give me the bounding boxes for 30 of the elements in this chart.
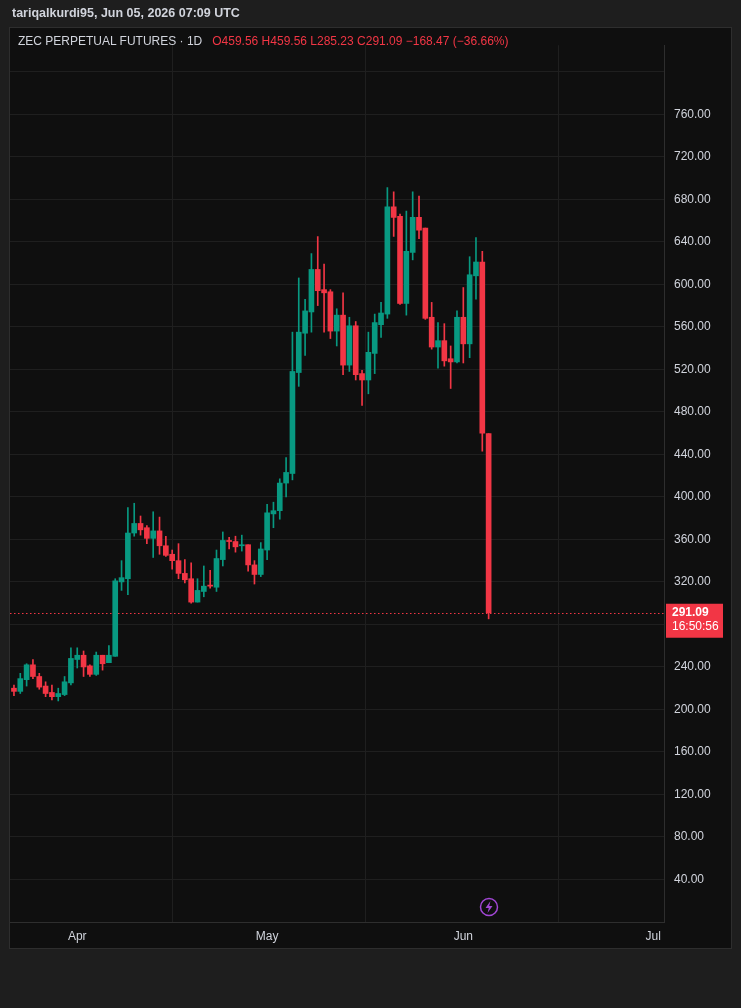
ref-line-label: 291.09	[672, 604, 710, 619]
y-tick-label: 200.00	[674, 701, 712, 716]
x-tick-label: Jul	[645, 928, 661, 943]
x-tick-label: May	[255, 928, 279, 943]
candlestick	[150, 511, 157, 558]
y-tick-label: 160.00	[674, 744, 712, 759]
y-tick-label: 360.00	[674, 531, 712, 546]
candlestick	[238, 534, 245, 552]
candlestick	[435, 322, 441, 369]
chart-subtitle: O459.56 H459.56 L285.23 C291.09 −168.47 (−36.66%)	[212, 34, 509, 48]
y-tick-label: 600.00	[674, 276, 712, 291]
y-tick-label: 520.00	[674, 361, 712, 376]
y-tick-label: 640.00	[674, 234, 712, 249]
y-tick-label: 560.00	[674, 319, 712, 334]
x-tick-label: Jun	[453, 928, 473, 943]
y-tick-label: 400.00	[674, 489, 712, 504]
y-tick-label: 80.00	[674, 829, 705, 844]
y-tick-label: 720.00	[674, 149, 712, 164]
text: 16:50:56	[672, 618, 720, 633]
y-tick-label: 120.00	[674, 786, 712, 801]
y-tick-label: 760.00	[674, 106, 712, 121]
y-tick-label: 320.00	[674, 574, 712, 589]
y-tick-label: 680.00	[674, 191, 712, 206]
text: tariqalkurdi95, Jun 05, 2026 07:09 UTC	[12, 6, 240, 20]
y-tick-label: 40.00	[674, 871, 705, 886]
chart-title: ZEC PERPETUAL FUTURES · 1D	[18, 34, 203, 48]
y-tick-label: 440.00	[674, 446, 712, 461]
x-tick-label: Apr	[67, 928, 87, 943]
y-tick-label: 240.00	[674, 659, 712, 674]
y-tick-label: 480.00	[674, 404, 712, 419]
